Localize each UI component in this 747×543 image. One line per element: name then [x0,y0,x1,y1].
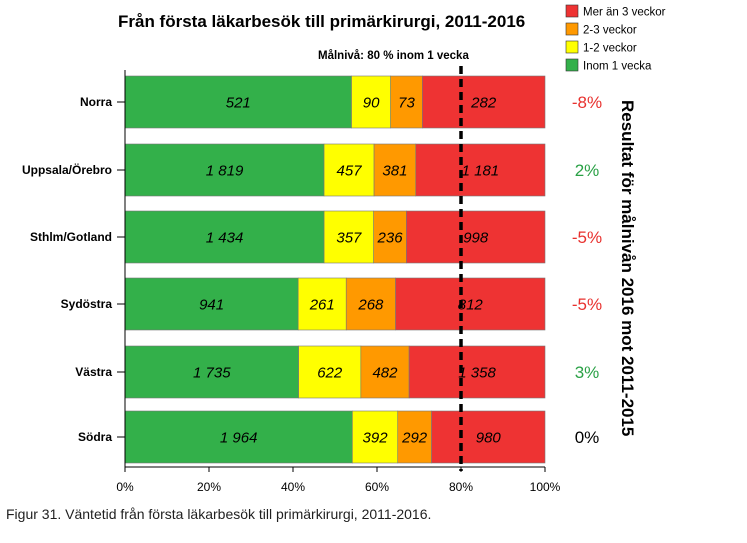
bar-segment [351,75,391,129]
bar-segment [360,345,410,399]
data-label: 998 [463,230,489,247]
result-value: -8% [572,93,602,112]
bar-segment [124,210,325,264]
legend-swatch [565,40,579,54]
category-label: Södra [78,430,112,444]
results-axis-label: Resultat för målnivån 2016 mot 2011-2015 [618,100,637,436]
bar-row: 1 735 622 482 1 358 [124,345,546,399]
bar-segment [422,75,546,129]
x-tick-label: 100% [530,480,561,494]
bar-segment [373,210,407,264]
data-label: 73 [398,95,415,112]
bar-segment [395,277,546,331]
bar-segment [415,143,546,197]
category-label: Sthlm/Gotland [30,230,112,244]
data-label: 1 819 [206,163,244,180]
bar-segment [431,410,546,464]
data-label: 457 [337,163,363,180]
legend-swatch [565,22,579,36]
bar-segment [408,345,546,399]
data-label: 292 [401,430,428,447]
data-label: 941 [199,297,224,314]
data-label: 282 [470,95,497,112]
bar-segment [124,277,299,331]
data-label: 268 [357,297,384,314]
data-label: 1 181 [462,163,500,180]
data-label: 357 [336,230,362,247]
data-label: 1 358 [458,365,496,382]
bar-segment [406,210,546,264]
x-tick-label: 20% [197,480,221,494]
category-label: Sydöstra [61,297,113,311]
category-label: Norra [80,95,112,109]
data-label: 90 [363,95,380,112]
bar-row: 1 434 357 236 998 [124,210,546,264]
bar-segment [124,345,299,399]
data-label: 236 [377,230,404,247]
category-label: Västra [75,365,112,379]
bar-row: 521 90 73 282 [124,75,546,129]
data-label: 521 [226,95,251,112]
data-label: 622 [317,365,343,382]
bar-segment [298,345,362,399]
result-value: -5% [572,295,602,314]
chart-title: Från första läkarbesök till primärkirurg… [118,12,525,31]
bar-segment [323,143,375,197]
bar-segment [397,410,432,464]
bar-segment [323,210,374,264]
data-label: 980 [476,430,502,447]
result-value: 3% [575,363,600,382]
category-label: Uppsala/Örebro [22,162,112,177]
data-label: 1 735 [193,365,231,382]
target-label: Målnivå: 80 % inom 1 vecka [318,50,469,62]
legend-label: Inom 1 vecka [583,61,652,73]
result-value: 0% [575,428,600,447]
figure-caption: Figur 31. Väntetid från första läkarbesö… [6,506,432,522]
bar-row: 1 819 457 381 1 181 [124,143,546,197]
x-tick-label: 40% [281,480,305,494]
data-label: 261 [309,297,335,314]
bar-segment [124,410,353,464]
data-label: 482 [372,365,398,382]
data-label: 381 [382,163,407,180]
bar-segment [345,277,396,331]
results-column: -8% 2% -5% -5% 3% 0% [572,93,602,447]
bar-segment [297,277,347,331]
bar-segment [124,75,352,129]
bar-row: 941 261 268 812 [124,277,546,331]
legend-label: 1-2 veckor [583,43,637,55]
x-tick-label: 60% [365,480,389,494]
legend-swatch [565,4,579,18]
legend: Mer än 3 veckor 2-3 veckor 1-2 veckor Inom … [565,4,666,73]
legend-swatch [565,58,579,72]
bar-segment [390,75,423,129]
data-label: 1 964 [220,430,258,447]
result-value: -5% [572,228,602,247]
data-label: 392 [363,430,389,447]
legend-label: 2-3 veckor [583,25,637,37]
data-label: 812 [458,297,484,314]
bar-segment [352,410,399,464]
result-value: 2% [575,161,600,180]
x-tick-label: 0% [116,480,134,494]
legend-label: Mer än 3 veckor [583,7,666,19]
x-tick-label: 80% [449,480,473,494]
plot-area: 521 90 73 282 Norra 1 819 457 381 1 181 Uppsala/Ö… [22,66,561,494]
bar-row: 1 964 392 292 980 [124,410,546,464]
data-label: 1 434 [206,230,244,247]
